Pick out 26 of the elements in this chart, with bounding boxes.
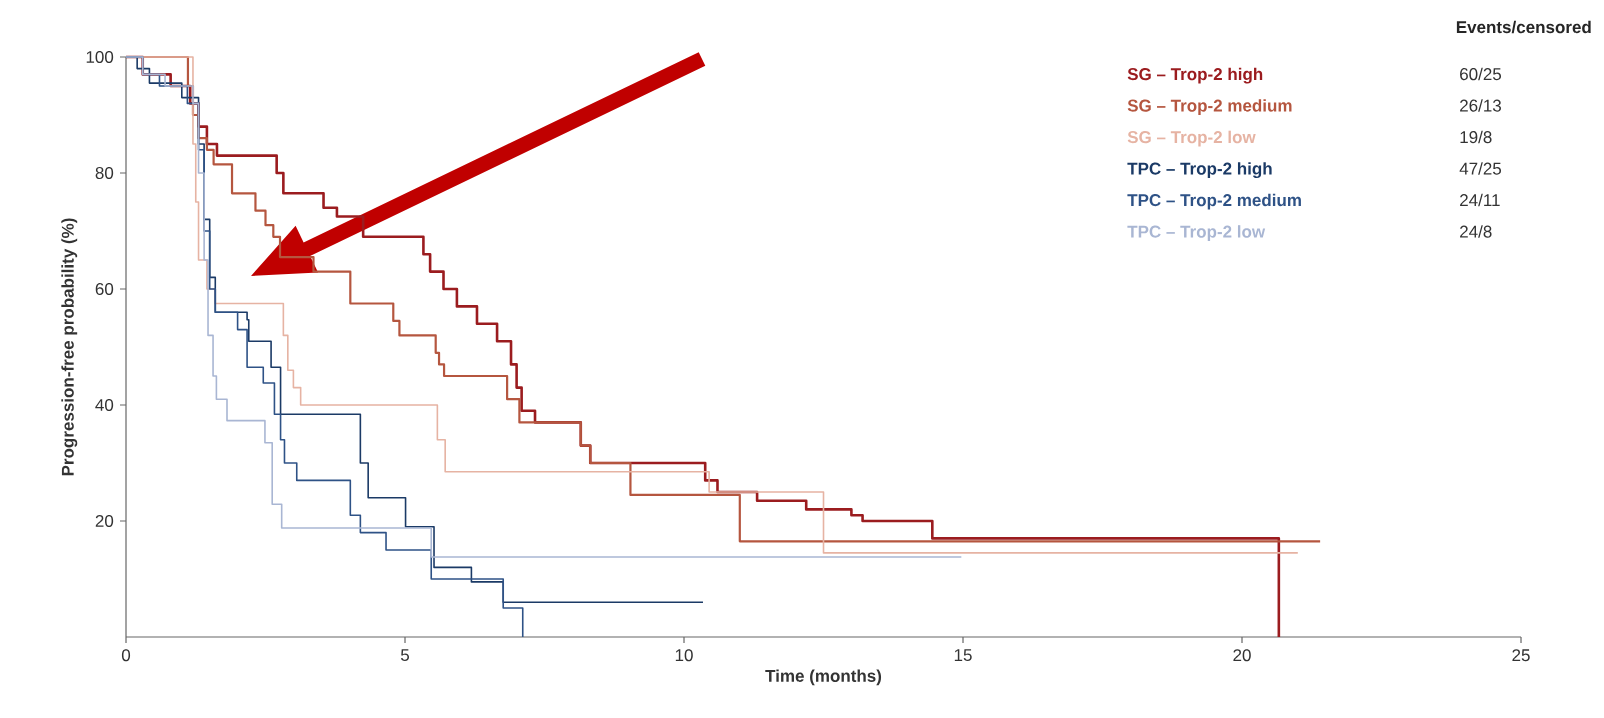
annotation: 47/25 <box>1459 162 1502 175</box>
x-tick-label: 5 <box>400 649 410 662</box>
text: SG – Trop-2 medium <box>1127 99 1292 116</box>
legend-title: Events/censored <box>1456 20 1591 34</box>
annotation: 24/8 <box>1460 225 1492 238</box>
y-tick-label: 100 <box>86 50 114 64</box>
y-tick-label: 40 <box>95 398 114 412</box>
annotation: 26/13 <box>1460 99 1501 112</box>
y-axis-title: Progression-free probability (%) <box>61 218 78 476</box>
x-tick-label: 25 <box>1512 649 1530 662</box>
y-tick-label: 60 <box>95 282 114 296</box>
y-tick-label: 20 <box>95 514 114 528</box>
x-tick-label: 0 <box>121 649 131 662</box>
text: SG – Trop-2 low <box>1127 130 1256 147</box>
x-tick-label: 15 <box>954 649 972 662</box>
text: SG – Trop-2 high <box>1127 67 1263 84</box>
text: TPC – Trop-2 low <box>1127 225 1266 242</box>
x-tick-label: 20 <box>1233 649 1251 662</box>
x-axis-title: Time (months) <box>765 669 882 686</box>
y-tick-label: 80 <box>95 166 114 180</box>
annotation: 24/11 <box>1460 193 1500 207</box>
text: TPC – Trop-2 high <box>1127 162 1272 179</box>
annotation: 19/8 <box>1460 130 1492 144</box>
text: TPC – Trop-2 medium <box>1127 193 1301 210</box>
x-tick-label: 10 <box>675 649 693 662</box>
annotation: 60/25 <box>1460 67 1502 81</box>
